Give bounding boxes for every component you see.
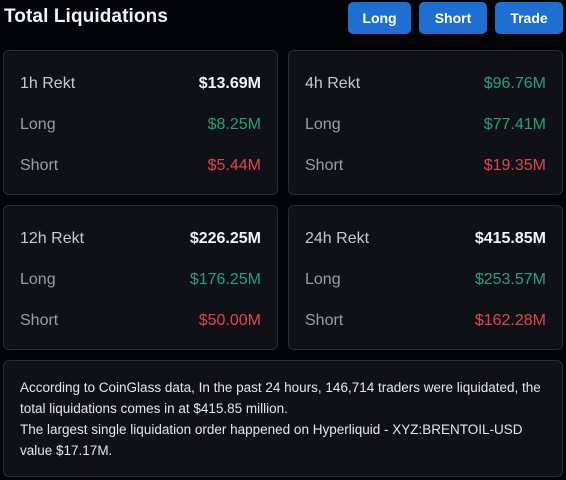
short-button[interactable]: Short — [419, 2, 487, 34]
card-total-value: $415.85M — [474, 230, 546, 247]
summary-text-line2: The largest single liquidation order hap… — [20, 422, 523, 458]
card-long-row: Long $77.41M — [305, 116, 546, 138]
card-total-row: 24h Rekt $415.85M — [305, 230, 546, 252]
liquidation-summary: According to CoinGlass data, In the past… — [3, 360, 563, 477]
card-period-label: 12h Rekt — [20, 230, 85, 247]
card-long-value: $77.41M — [483, 116, 546, 133]
card-long-label: Long — [305, 116, 341, 133]
card-24h-rekt: 24h Rekt $415.85M Long $253.57M Short $1… — [288, 205, 563, 350]
card-long-value: $8.25M — [207, 116, 261, 133]
card-short-value: $50.00M — [198, 312, 261, 329]
card-long-row: Long $8.25M — [20, 116, 261, 138]
card-period-label: 4h Rekt — [305, 75, 361, 92]
card-long-value: $253.57M — [474, 271, 546, 288]
card-total-value: $226.25M — [189, 230, 261, 247]
card-short-label: Short — [20, 157, 59, 174]
card-short-row: Short $5.44M — [20, 157, 261, 179]
card-4h-rekt: 4h Rekt $96.76M Long $77.41M Short $19.3… — [288, 50, 563, 195]
card-long-label: Long — [305, 271, 341, 288]
page-title: Total Liquidations — [4, 6, 168, 27]
header: Total Liquidations Long Short Trade — [0, 0, 566, 36]
card-total-row: 1h Rekt $13.69M — [20, 75, 261, 97]
card-period-label: 1h Rekt — [20, 75, 76, 92]
card-12h-rekt: 12h Rekt $226.25M Long $176.25M Short $5… — [3, 205, 278, 350]
card-short-label: Short — [20, 312, 59, 329]
trade-button[interactable]: Trade — [495, 2, 563, 34]
card-long-label: Long — [20, 116, 56, 133]
card-short-value: $19.35M — [483, 157, 546, 174]
long-button[interactable]: Long — [348, 2, 411, 34]
card-long-value: $176.25M — [189, 271, 261, 288]
summary-text-line1: According to CoinGlass data, In the past… — [20, 380, 541, 416]
card-short-row: Short $162.28M — [305, 312, 546, 334]
card-short-value: $162.28M — [474, 312, 546, 329]
card-long-row: Long $253.57M — [305, 271, 546, 293]
card-total-row: 4h Rekt $96.76M — [305, 75, 546, 97]
card-short-row: Short $19.35M — [305, 157, 546, 179]
card-period-label: 24h Rekt — [305, 230, 370, 247]
card-total-value: $13.69M — [198, 75, 261, 92]
card-long-row: Long $176.25M — [20, 271, 261, 293]
card-short-label: Short — [305, 312, 344, 329]
card-long-label: Long — [20, 271, 56, 288]
card-short-label: Short — [305, 157, 344, 174]
card-short-value: $5.44M — [207, 157, 261, 174]
card-1h-rekt: 1h Rekt $13.69M Long $8.25M Short $5.44M — [3, 50, 278, 195]
card-short-row: Short $50.00M — [20, 312, 261, 334]
card-total-value: $96.76M — [483, 75, 546, 92]
card-total-row: 12h Rekt $226.25M — [20, 230, 261, 252]
